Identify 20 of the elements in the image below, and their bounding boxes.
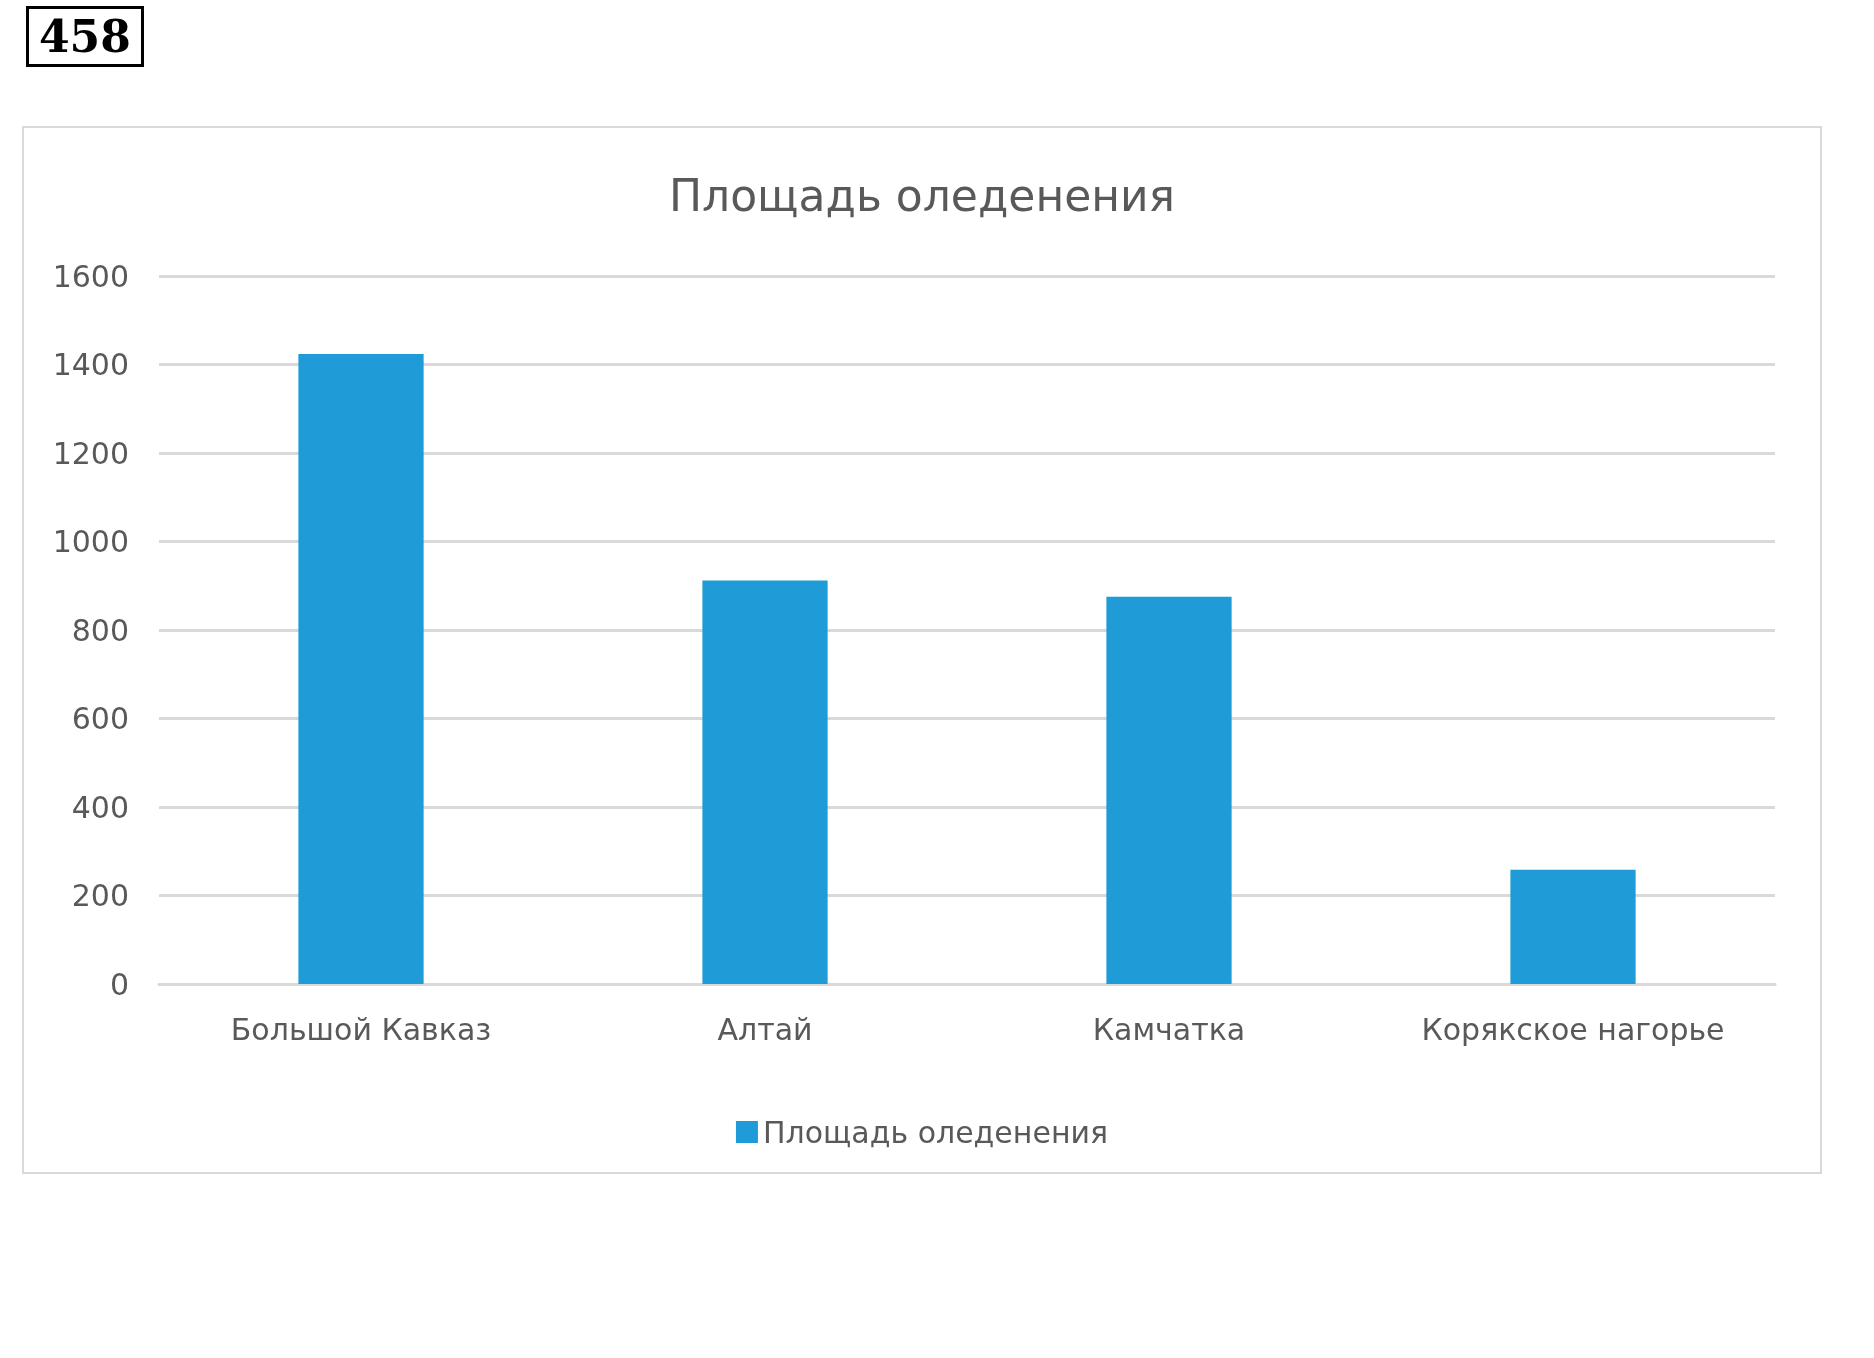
- bar: [1510, 869, 1636, 984]
- bar: [298, 353, 424, 984]
- y-tick-label: 1400: [52, 347, 129, 382]
- x-tick-label: Большой Кавказ: [230, 1011, 492, 1047]
- bar: [1106, 596, 1232, 984]
- chart-title: Площадь оледенения: [668, 169, 1176, 221]
- x-tick-label: Корякское нагорье: [1421, 1011, 1725, 1047]
- y-tick-label: 200: [71, 878, 129, 913]
- y-tick-label: 600: [71, 701, 129, 736]
- x-tick-label: Камчатка: [1092, 1011, 1246, 1047]
- legend-label: Площадь оледенения: [762, 1114, 1109, 1150]
- text: 458: [26, 6, 144, 67]
- y-tick-label: 1600: [52, 258, 129, 294]
- y-tick-label: 1200: [52, 435, 129, 471]
- bar: [702, 580, 828, 984]
- y-tick-label: 0: [109, 966, 129, 1002]
- x-tick-label: Алтай: [717, 1011, 813, 1047]
- y-tick-label: 1000: [52, 524, 129, 559]
- y-tick-label: 400: [71, 789, 129, 825]
- y-tick-label: 800: [71, 612, 129, 648]
